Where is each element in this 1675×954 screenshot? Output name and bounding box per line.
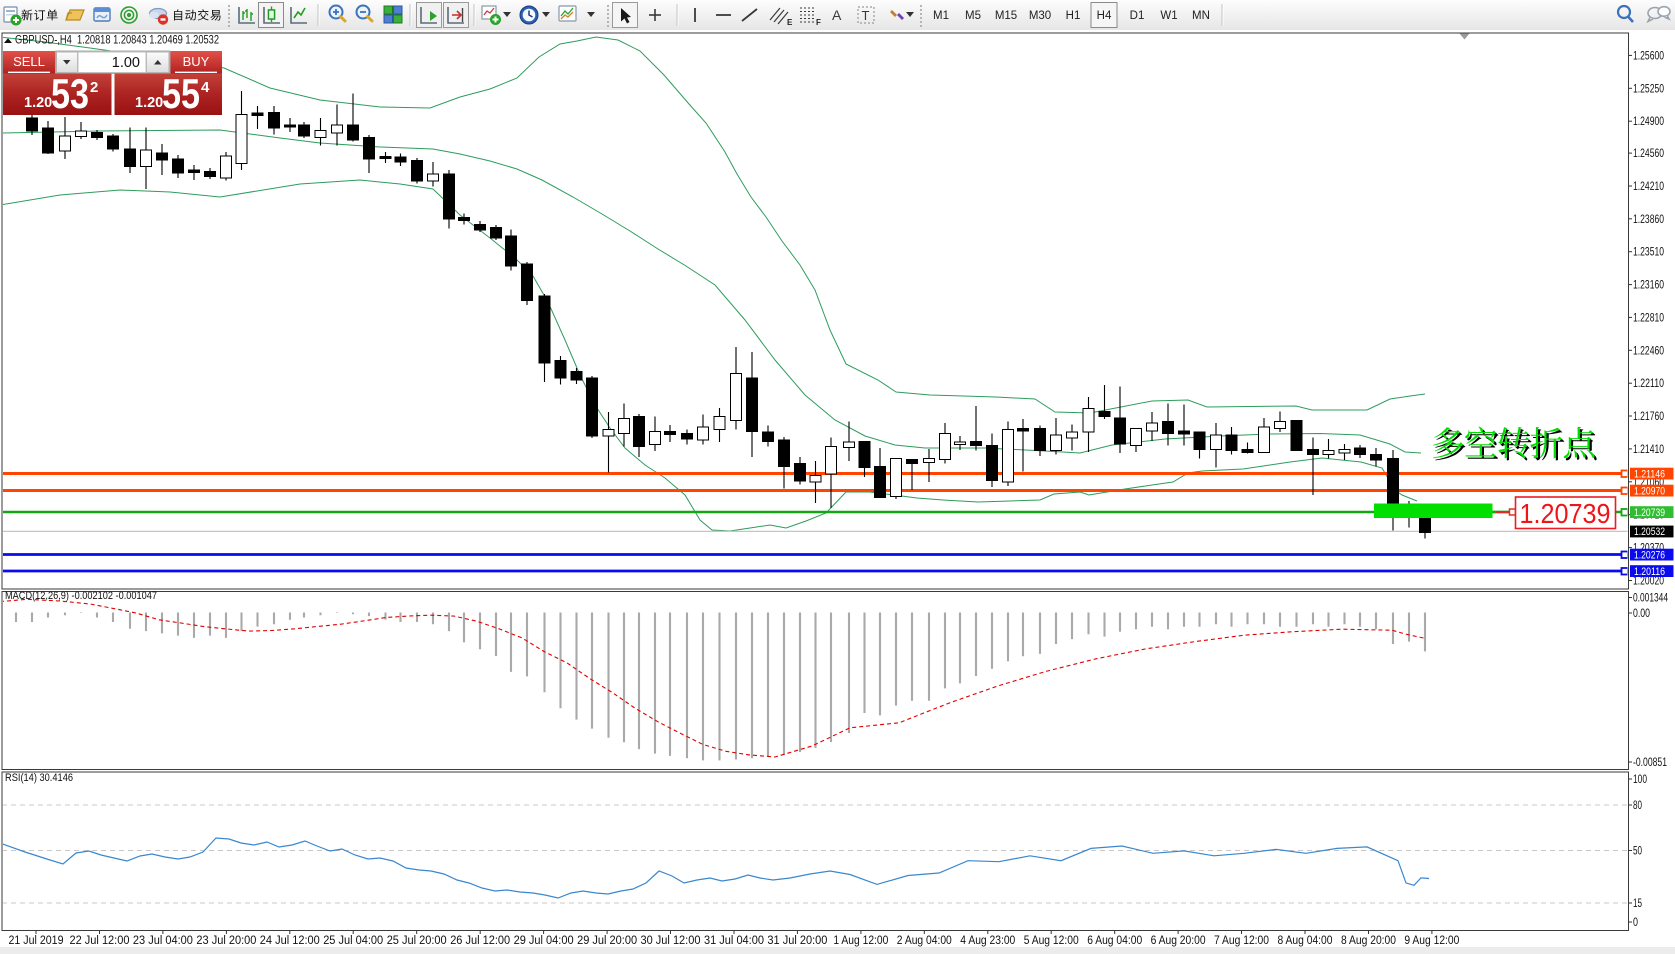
svg-text:23 Jul 20:00: 23 Jul 20:00: [196, 935, 256, 947]
svg-text:30 Jul 12:00: 30 Jul 12:00: [641, 935, 701, 947]
svg-text:T: T: [862, 8, 870, 23]
svg-text:F: F: [816, 18, 821, 27]
svg-text:1.24210: 1.24210: [1633, 181, 1664, 193]
svg-text:-0.00851: -0.00851: [1633, 757, 1667, 769]
svg-text:1.24900: 1.24900: [1633, 116, 1664, 128]
svg-text:E: E: [787, 18, 793, 27]
svg-text:0: 0: [1633, 917, 1638, 929]
svg-text:29 Jul 04:00: 29 Jul 04:00: [514, 935, 574, 947]
svg-text:D1: D1: [1130, 10, 1145, 22]
svg-text:22 Jul 12:00: 22 Jul 12:00: [70, 935, 130, 947]
svg-text:1.00: 1.00: [112, 55, 140, 71]
svg-text:5 Aug 12:00: 5 Aug 12:00: [1024, 935, 1079, 947]
svg-text:1.21146: 1.21146: [1634, 468, 1665, 480]
svg-text:1.24560: 1.24560: [1633, 148, 1664, 160]
svg-text:31 Jul 04:00: 31 Jul 04:00: [704, 935, 764, 947]
svg-text:25 Jul 04:00: 25 Jul 04:00: [323, 935, 383, 947]
svg-text:1.23160: 1.23160: [1633, 280, 1664, 292]
svg-text:29 Jul 20:00: 29 Jul 20:00: [577, 935, 637, 947]
svg-text:SELL: SELL: [13, 54, 45, 69]
svg-text:6 Aug 20:00: 6 Aug 20:00: [1151, 935, 1206, 947]
svg-text:M1: M1: [933, 10, 949, 22]
svg-text:1.20532: 1.20532: [1634, 526, 1665, 538]
svg-text:1.25250: 1.25250: [1633, 83, 1664, 95]
svg-text:1.21410: 1.21410: [1633, 444, 1664, 456]
svg-text:1.22460: 1.22460: [1633, 345, 1664, 357]
svg-text:2 Aug 04:00: 2 Aug 04:00: [897, 935, 952, 947]
svg-text:MN: MN: [1192, 10, 1210, 22]
svg-text:0.00: 0.00: [1633, 608, 1650, 620]
svg-text:6 Aug 04:00: 6 Aug 04:00: [1087, 935, 1142, 947]
svg-text:GBPUSD-,H4 1.20818 1.20843 1.: GBPUSD-,H4 1.20818 1.20843 1.20469 1.205…: [15, 35, 219, 47]
svg-text:1.21760: 1.21760: [1633, 411, 1664, 423]
svg-text:BUY: BUY: [183, 54, 210, 69]
svg-text:25 Jul 20:00: 25 Jul 20:00: [387, 935, 447, 947]
svg-text:55: 55: [162, 70, 200, 117]
svg-text:RSI(14) 30.4146: RSI(14) 30.4146: [5, 772, 73, 784]
svg-text:1 Aug 12:00: 1 Aug 12:00: [833, 935, 888, 947]
svg-text:H1: H1: [1066, 10, 1081, 22]
svg-text:A: A: [832, 7, 842, 23]
svg-text:1.20276: 1.20276: [1634, 549, 1665, 561]
svg-text:M15: M15: [995, 10, 1017, 22]
svg-text:W1: W1: [1160, 10, 1177, 22]
svg-text:26 Jul 12:00: 26 Jul 12:00: [450, 935, 510, 947]
svg-text:50: 50: [1633, 846, 1642, 858]
svg-text:H4: H4: [1097, 10, 1112, 22]
svg-text:9 Aug 12:00: 9 Aug 12:00: [1404, 935, 1459, 947]
svg-text:1.20970: 1.20970: [1634, 485, 1665, 497]
svg-text:1.20739: 1.20739: [1520, 498, 1611, 529]
svg-text:24 Jul 12:00: 24 Jul 12:00: [260, 935, 320, 947]
svg-text:M30: M30: [1029, 10, 1051, 22]
svg-text:100: 100: [1633, 774, 1647, 786]
svg-text:1.22810: 1.22810: [1633, 312, 1664, 324]
svg-text:23 Jul 04:00: 23 Jul 04:00: [133, 935, 193, 947]
svg-text:1.22110: 1.22110: [1633, 378, 1664, 390]
svg-text:4 Aug 23:00: 4 Aug 23:00: [960, 935, 1015, 947]
svg-text:21 Jul 2019: 21 Jul 2019: [9, 935, 64, 947]
svg-text:1.23860: 1.23860: [1633, 214, 1664, 226]
svg-text:1.25600: 1.25600: [1633, 50, 1664, 62]
svg-text:1.20116: 1.20116: [1634, 566, 1665, 578]
svg-text:8 Aug 20:00: 8 Aug 20:00: [1341, 935, 1396, 947]
svg-text:8 Aug 04:00: 8 Aug 04:00: [1278, 935, 1333, 947]
svg-text:1.20: 1.20: [24, 95, 52, 111]
svg-text:MACD(12,26,9) -0.002102 -0.001: MACD(12,26,9) -0.002102 -0.001047: [5, 590, 157, 602]
svg-text:0.001344: 0.001344: [1633, 593, 1668, 605]
svg-text:53: 53: [51, 70, 89, 117]
svg-text:M5: M5: [965, 10, 981, 22]
svg-text:80: 80: [1633, 800, 1642, 812]
svg-text:31 Jul 20:00: 31 Jul 20:00: [767, 935, 827, 947]
svg-text:7 Aug 12:00: 7 Aug 12:00: [1214, 935, 1269, 947]
svg-text:1.23510: 1.23510: [1633, 247, 1664, 259]
svg-text:1.20: 1.20: [135, 95, 163, 111]
svg-text:4: 4: [201, 79, 210, 96]
svg-text:2: 2: [90, 79, 98, 96]
svg-text:1.20020: 1.20020: [1633, 576, 1664, 588]
svg-text:15: 15: [1633, 898, 1642, 910]
svg-text:1.20739: 1.20739: [1634, 507, 1665, 519]
